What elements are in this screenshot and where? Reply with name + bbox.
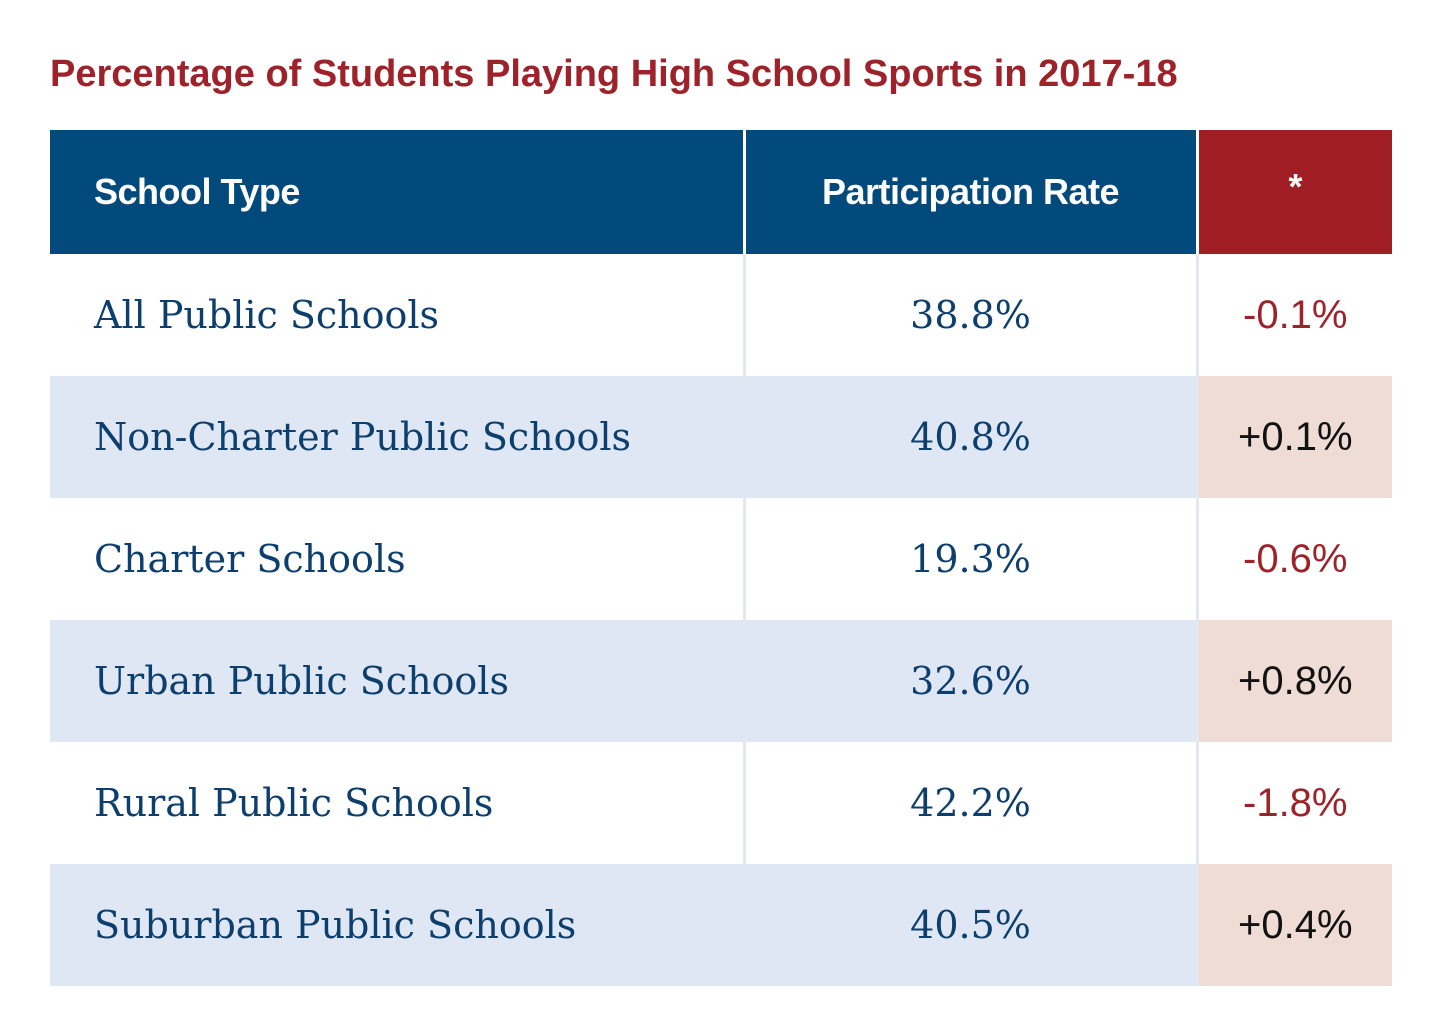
column-header-school-type: School Type: [50, 130, 746, 254]
cell-participation-rate: 32.6%: [744, 620, 1199, 742]
header-row: School Type Participation Rate *: [50, 130, 1392, 254]
table-body: All Public Schools 38.8% -0.1% Non-Charter …: [50, 254, 1392, 986]
cell-change: -0.6%: [1243, 536, 1348, 581]
table-row: Charter Schools 19.3% -0.6%: [50, 498, 1392, 620]
cell-school-type: Urban Public Schools: [50, 620, 746, 742]
table-row: Suburban Public Schools 40.5% +0.4%: [50, 864, 1392, 986]
cell-school-type: Rural Public Schools: [50, 742, 746, 864]
cell-change: +0.1%: [1197, 376, 1392, 498]
cell-participation-rate: 38.8%: [744, 254, 1199, 376]
cell-change: -1.8%: [1243, 780, 1348, 825]
table-row: All Public Schools 38.8% -0.1%: [50, 254, 1392, 376]
cell-participation-rate: 42.2%: [744, 742, 1199, 864]
participation-table: School Type Participation Rate * All Pub…: [50, 130, 1392, 986]
chart-title: Percentage of Students Playing High Scho…: [50, 53, 1178, 95]
table-row: Rural Public Schools 42.2% -1.8%: [50, 742, 1392, 864]
cell-school-type: Charter Schools: [50, 498, 746, 620]
cell-change: +0.4%: [1197, 864, 1392, 986]
column-header-participation-rate: Participation Rate: [744, 130, 1199, 254]
cell-change: +0.8%: [1197, 620, 1392, 742]
column-header-change: *: [1197, 130, 1392, 254]
cell-participation-rate: 19.3%: [744, 498, 1199, 620]
cell-school-type: Non-Charter Public Schools: [50, 376, 746, 498]
cell-participation-rate: 40.5%: [744, 864, 1199, 986]
cell-school-type: Suburban Public Schools: [50, 864, 746, 986]
cell-school-type: All Public Schools: [50, 254, 746, 376]
cell-change: -0.1%: [1243, 292, 1348, 337]
cell-participation-rate: 40.8%: [744, 376, 1199, 498]
table-row: Non-Charter Public Schools 40.8% +0.1%: [50, 376, 1392, 498]
table-row: Urban Public Schools 32.6% +0.8%: [50, 620, 1392, 742]
